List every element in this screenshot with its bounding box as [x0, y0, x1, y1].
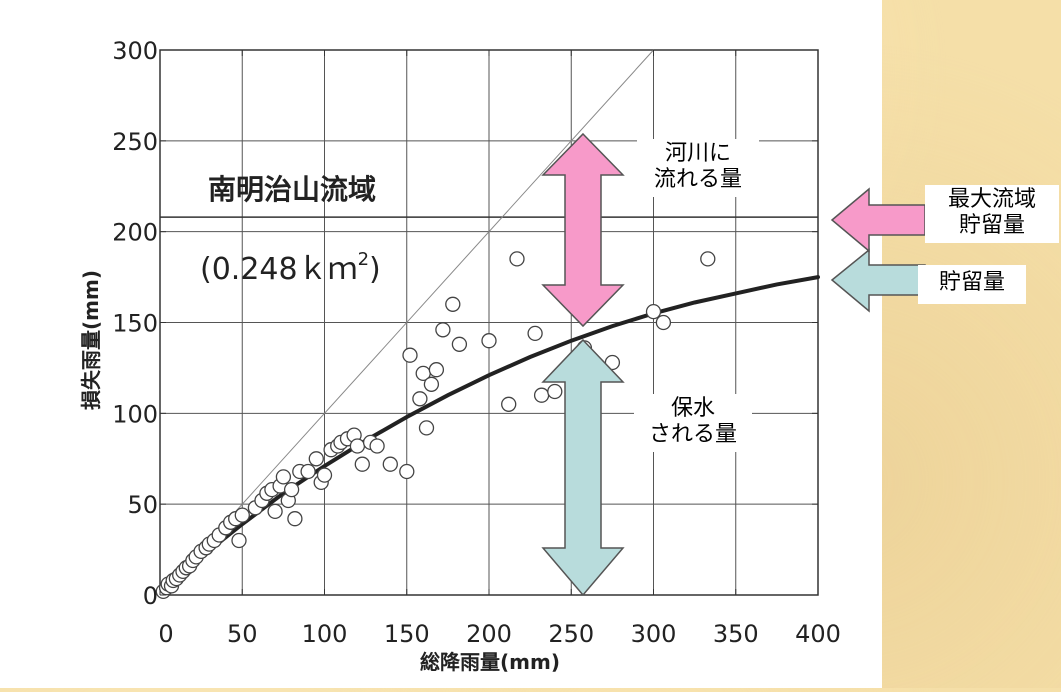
y-tick-label: 250 [112, 128, 158, 156]
data-point [316, 467, 333, 483]
data-point [509, 251, 525, 267]
retained-water-label-line2: される量 [648, 422, 737, 447]
basin-area-text: (0.248ｋｍ [200, 252, 358, 287]
data-point [435, 322, 451, 338]
x-tick-label: 350 [713, 620, 759, 648]
y-tick-label: 150 [112, 310, 158, 338]
data-point [527, 325, 543, 342]
chart-card: 0 50 100 150 200 250 300 350 400 0 50 100 150 200 250 3… [0, 0, 882, 688]
data-point [481, 333, 497, 349]
retained-water-label-line1: 保水 [670, 396, 715, 421]
data-point [451, 336, 468, 352]
data-point [354, 456, 370, 472]
basin-name: 南明治山流域 [208, 173, 376, 206]
y-tick-label: 0 [143, 582, 158, 610]
one-to-one-line [159, 49, 654, 596]
data-point [308, 451, 324, 467]
river-outflow-label: 河川に 流れる量 [637, 139, 759, 197]
y-tick-label: 50 [127, 491, 158, 519]
data-point [423, 376, 440, 392]
ticks: 0 50 100 150 200 250 300 350 400 0 50 100 150 200 250 3… [112, 37, 841, 648]
max-storage-label: 最大流域 貯留量 [925, 185, 1059, 243]
retained-water-label: 保水 される量 [634, 394, 752, 452]
data-point [501, 396, 517, 412]
fit-curve-path [158, 275, 820, 597]
y-tick-label: 200 [112, 219, 158, 247]
data-point [234, 507, 250, 523]
basin-area-sup: 2 [358, 249, 369, 270]
data-point [275, 469, 292, 485]
x-tick-label: 200 [466, 620, 512, 648]
y-tick-label: 300 [112, 37, 158, 65]
max-storage-label-line2: 貯留量 [958, 213, 1025, 238]
data-point [369, 438, 385, 454]
river-outflow-label-line2: 流れる量 [653, 167, 742, 192]
basin-area-close: ) [369, 252, 381, 287]
x-axis-label: 総降雨量(mm) [420, 650, 560, 674]
data-point [231, 532, 247, 549]
data-point [287, 511, 303, 527]
data-point [402, 347, 418, 363]
y-axis-label: 損失雨量(mm) [79, 270, 103, 410]
data-point [382, 456, 398, 472]
x-tick-label: 250 [548, 620, 594, 648]
y-tick-label: 100 [112, 400, 158, 428]
x-tick-label: 100 [302, 620, 348, 648]
data-point [349, 438, 366, 454]
data-point [428, 362, 445, 378]
x-tick-label: 300 [631, 620, 677, 648]
data-point [418, 420, 435, 436]
data-point [445, 296, 461, 312]
x-tick-label: 150 [384, 620, 430, 648]
retained-water-arrow [541, 338, 625, 597]
scatter-points [155, 251, 716, 600]
basin-area: (0.248ｋｍ2) [200, 249, 381, 287]
data-point [267, 503, 283, 520]
river-outflow-label-line1: 河川に [664, 141, 731, 166]
fit-curve [158, 275, 820, 597]
data-point [645, 303, 662, 320]
data-point [547, 383, 563, 400]
one-to-one-line-segment [159, 49, 654, 596]
x-tick-label: 0 [158, 620, 173, 648]
data-point [412, 391, 428, 407]
x-tick-label: 50 [227, 620, 258, 648]
data-point [655, 314, 672, 331]
data-point [700, 251, 716, 267]
data-point [399, 463, 415, 480]
storage-label: 貯留量 [918, 265, 1026, 304]
river-outflow-arrow [541, 132, 625, 328]
chart-svg: 0 50 100 150 200 250 300 350 400 0 50 100 150 200 250 3… [79, 37, 841, 674]
data-point [533, 387, 550, 403]
data-point [283, 481, 300, 498]
max-storage-label-line1: 最大流域 [947, 187, 1036, 212]
x-tick-label: 400 [795, 620, 841, 648]
data-point [300, 463, 316, 480]
